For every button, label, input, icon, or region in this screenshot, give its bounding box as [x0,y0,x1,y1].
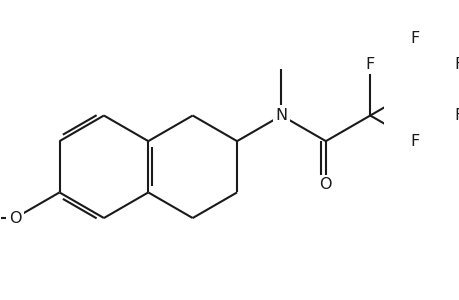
Text: N: N [275,108,287,123]
Text: O: O [9,211,21,226]
Text: F: F [409,134,418,148]
Text: F: F [365,57,374,72]
Text: O: O [319,177,331,192]
Text: F: F [453,108,459,123]
Text: F: F [409,31,418,46]
Text: F: F [453,57,459,72]
